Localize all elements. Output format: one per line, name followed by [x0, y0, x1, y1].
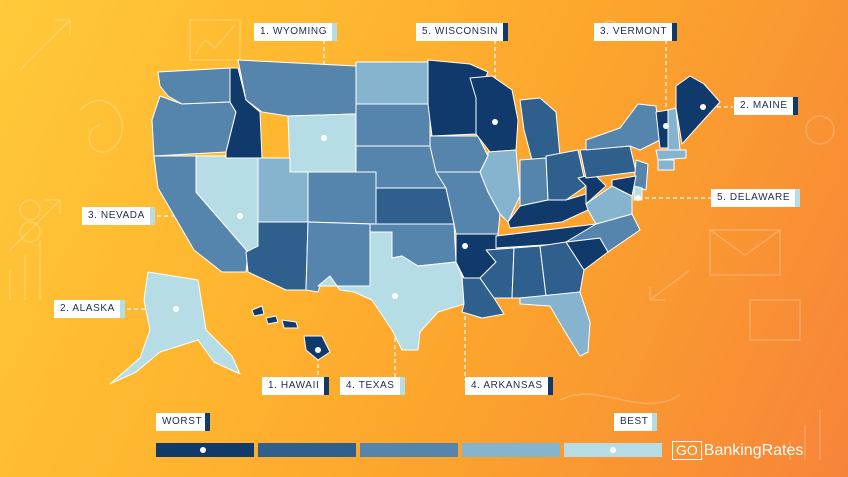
- doodle-envelope-flap: [709, 229, 781, 256]
- label-text-wisconsin: 5. WISCONSIN: [422, 26, 499, 37]
- state-hi: [251, 305, 331, 361]
- label-texas: 4. TEXAS: [340, 377, 405, 395]
- state-ga: [539, 241, 585, 297]
- doodle-coin: [19, 221, 41, 243]
- label-wyoming: 1. WYOMING: [254, 23, 338, 41]
- marker-dot-texas: [392, 293, 398, 299]
- marker-dot-maine: [700, 104, 706, 110]
- doodle-arrow: [19, 19, 71, 71]
- legend-best-dot: [610, 447, 616, 453]
- doodle-coin: [805, 115, 835, 145]
- state-nd: [355, 61, 429, 105]
- legend-best-bar: [651, 413, 657, 431]
- doodle-bars: [9, 240, 41, 300]
- state-me: [675, 75, 721, 145]
- label-text-alaska: 2. ALASKA: [60, 303, 115, 314]
- state-sd: [355, 103, 431, 147]
- brand-name: BankingRates: [703, 442, 804, 459]
- label-vermont: 3. VERMONT: [594, 23, 678, 41]
- state-tx: [317, 231, 465, 351]
- legend-swatch-2: [258, 443, 356, 457]
- doodle-swirl: [79, 100, 123, 153]
- label-nevada: 3. NEVADA: [82, 207, 155, 225]
- state-wa: [157, 67, 231, 105]
- state-vt: [655, 109, 669, 149]
- legend-worst-label: WORST: [156, 413, 211, 431]
- state-ct: [657, 159, 675, 171]
- label-tier-bar: [324, 377, 330, 395]
- label-tier-bar: [399, 377, 405, 395]
- legend-worst-text: WORST: [162, 416, 203, 427]
- state-il: [479, 149, 521, 223]
- doodle-bank: [749, 299, 801, 341]
- label-text-arkansas: 4. ARKANSAS: [471, 380, 543, 391]
- label-tier-bar: [792, 97, 798, 115]
- state-ks: [375, 187, 455, 225]
- label-text-texas: 4. TEXAS: [346, 380, 395, 391]
- brand-prefix: GO: [672, 441, 702, 460]
- label-hawaii: 1. HAWAII: [262, 377, 330, 395]
- label-wisconsin: 5. WISCONSIN: [416, 23, 509, 41]
- marker-dot-alaska: [173, 306, 179, 312]
- marker-dot-wisconsin: [492, 119, 498, 125]
- legend-worst-dot: [200, 447, 206, 453]
- state-or: [151, 95, 237, 157]
- state-co: [307, 171, 377, 225]
- brand-logo: GO BankingRates: [672, 440, 803, 462]
- label-text-wyoming: 1. WYOMING: [260, 26, 328, 37]
- state-ak: [109, 271, 241, 385]
- legend-best-text: BEST: [620, 416, 649, 427]
- state-fl: [519, 291, 591, 357]
- state-ny: [585, 103, 661, 151]
- state-mi: [519, 97, 561, 161]
- doodle-chart: [189, 19, 241, 61]
- legend-swatch-4: [462, 443, 560, 457]
- label-text-delaware: 5. DELAWARE: [717, 192, 791, 203]
- label-tier-bar: [149, 207, 155, 225]
- marker-dot-hawaii: [315, 347, 321, 353]
- legend-best-label: BEST: [614, 413, 657, 431]
- label-text-maine: 2. MAINE: [740, 100, 788, 111]
- label-tier-bar: [119, 300, 125, 318]
- label-tier-bar: [795, 189, 801, 207]
- label-arkansas: 4. ARKANSAS: [465, 377, 553, 395]
- label-tier-bar: [332, 23, 338, 41]
- label-tier-bar: [547, 377, 553, 395]
- doodle-line: [559, 393, 681, 405]
- marker-dot-arkansas: [462, 243, 468, 249]
- label-maine: 2. MAINE: [734, 97, 798, 115]
- label-tier-bar: [672, 23, 678, 41]
- state-ia: [429, 135, 489, 173]
- doodle-arrow: [9, 199, 61, 251]
- state-oh: [545, 149, 587, 201]
- legend-swatch-3: [360, 443, 458, 457]
- state-mt: [237, 59, 357, 117]
- label-tier-bar: [503, 23, 509, 41]
- state-nj: [633, 159, 649, 191]
- marker-dot-vermont: [663, 123, 669, 129]
- label-text-hawaii: 1. HAWAII: [268, 380, 320, 391]
- label-text-vermont: 3. VERMONT: [600, 26, 668, 37]
- marker-dot-delaware: [635, 195, 641, 201]
- state-in: [519, 157, 549, 207]
- marker-dot-wyoming: [321, 135, 327, 141]
- doodle-arrow: [649, 269, 691, 301]
- marker-dots: [173, 104, 706, 353]
- state-wy: [287, 113, 357, 173]
- doodle-bars: [789, 410, 821, 460]
- label-delaware: 5. DELAWARE: [711, 189, 801, 207]
- label-text-nevada: 3. NEVADA: [88, 210, 145, 221]
- doodle-envelope: [709, 229, 781, 276]
- states-group: [109, 59, 721, 385]
- state-pa: [579, 145, 637, 179]
- state-nm: [305, 221, 371, 293]
- doodle-coin: [19, 199, 41, 221]
- state-ma: [655, 149, 687, 161]
- label-alaska: 2. ALASKA: [54, 300, 125, 318]
- state-md: [611, 175, 637, 197]
- legend-worst-bar: [205, 413, 211, 431]
- state-id: [225, 67, 263, 159]
- marker-dot-nevada: [237, 213, 243, 219]
